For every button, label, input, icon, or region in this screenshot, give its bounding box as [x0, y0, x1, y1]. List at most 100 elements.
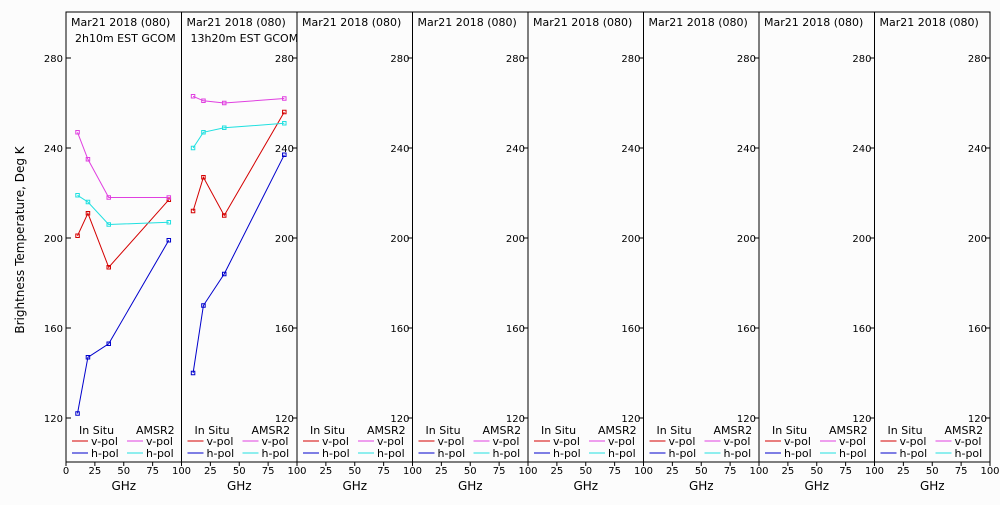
- y-tick-label: 280: [621, 54, 640, 65]
- y-tick-label: 200: [968, 234, 987, 245]
- x-tick-label: 25: [320, 466, 333, 477]
- legend-in-situ-h-pol-label: h-pol: [207, 447, 235, 460]
- legend-amsr2-v-pol-label: v-pol: [724, 435, 751, 448]
- x-tick-label: 50: [117, 466, 130, 477]
- x-tick-label: 100: [634, 466, 653, 477]
- x-tick-label: 50: [579, 466, 592, 477]
- legend-amsr2-header: AMSR2: [136, 424, 175, 437]
- y-tick-label: 280: [506, 54, 525, 65]
- data-point-insitu_v: [201, 175, 206, 180]
- x-tick-label: 75: [493, 466, 506, 477]
- data-point-amsr2_v: [166, 195, 172, 200]
- data-point-insitu_h: [106, 341, 111, 346]
- y-tick-label: 280: [852, 54, 871, 65]
- series-line-insitu_v: [77, 199, 170, 269]
- data-point-amsr2_v: [201, 98, 206, 103]
- data-point-amsr2_h: [166, 220, 172, 225]
- data-point-amsr2_v: [75, 130, 80, 135]
- legend-amsr2-header: AMSR2: [483, 424, 522, 437]
- y-tick-label: 200: [390, 234, 409, 245]
- legend-amsr2-header: AMSR2: [367, 424, 406, 437]
- y-axis-label: Brightness Temperature, Deg K: [13, 145, 27, 333]
- data-point-insitu_v: [75, 233, 80, 238]
- legend-amsr2-h-pol-label: h-pol: [262, 447, 290, 460]
- y-tick-label: 160: [44, 324, 63, 335]
- y-tick-label: 200: [506, 234, 525, 245]
- legend-amsr2-h-pol-label: h-pol: [608, 447, 636, 460]
- y-tick-label: 280: [275, 54, 294, 65]
- panel-title: Mar21 2018 (080): [764, 16, 863, 29]
- series-line-amsr2_v: [77, 132, 169, 198]
- legend-in-situ-h-pol-label: h-pol: [784, 447, 812, 460]
- legend-in-situ-h-pol-label: h-pol: [438, 447, 466, 460]
- x-tick-label: 50: [810, 466, 823, 477]
- x-tick-label: 25: [782, 466, 795, 477]
- y-tick-label: 240: [621, 144, 640, 155]
- legend-amsr2-h-pol-label: h-pol: [146, 447, 174, 460]
- legend-in-situ-v-pol-label: v-pol: [784, 435, 811, 448]
- panel-title: Mar21 2018 (080): [71, 16, 170, 29]
- x-axis-label: GHz: [111, 479, 136, 493]
- legend-amsr2-v-pol-label: v-pol: [955, 435, 982, 448]
- series-line-insitu_h: [77, 240, 170, 414]
- data-point-insitu_h: [221, 271, 227, 277]
- data-point-insitu_v: [282, 109, 287, 115]
- legend-in-situ-v-pol-label: v-pol: [669, 435, 696, 448]
- data-point-insitu_h: [190, 370, 196, 376]
- data-point-amsr2_v: [190, 94, 196, 99]
- legend-amsr2-v-pol-label: v-pol: [262, 435, 289, 448]
- chart-panel-3: Mar21 2018 (080) 120 160 200 240 280 25 50 75 100…: [296, 11, 422, 493]
- x-axis-label: GHz: [920, 479, 945, 493]
- chart-panel-6: Mar21 2018 (080) 120 160 200 240 280 25 50 75 100…: [643, 11, 769, 493]
- x-tick-label: 25: [204, 466, 217, 477]
- data-point-insitu_h: [85, 355, 91, 360]
- data-point-insitu_v: [221, 213, 227, 218]
- x-axis-label: GHz: [227, 479, 252, 493]
- y-tick-label: 160: [621, 324, 640, 335]
- y-tick-label: 200: [275, 234, 294, 245]
- y-tick-label: 200: [44, 234, 63, 245]
- panel-subtitle: 13h20m EST GCOM: [191, 32, 299, 45]
- y-tick-label: 240: [968, 144, 987, 155]
- legend-amsr2-h-pol-label: h-pol: [839, 447, 867, 460]
- chart-panel-1: Mar21 2018 (080) 2h10m EST GCOM 120 160 200 2…: [44, 11, 191, 493]
- legend-in-situ-v-pol-label: v-pol: [91, 435, 118, 448]
- x-axis-label: GHz: [573, 479, 598, 493]
- x-tick-label: 50: [695, 466, 708, 477]
- data-point-insitu_v: [190, 208, 196, 214]
- x-tick-label: 75: [955, 466, 968, 477]
- data-point-amsr2_h: [190, 145, 196, 151]
- legend-amsr2-header: AMSR2: [598, 424, 637, 437]
- legend-in-situ-h-pol-label: h-pol: [322, 447, 350, 460]
- series-line-amsr2_h: [77, 194, 169, 226]
- panel-title: Mar21 2018 (080): [302, 16, 401, 29]
- legend-amsr2-header: AMSR2: [714, 424, 753, 437]
- chart-panel-7: Mar21 2018 (080) 120 160 200 240 280 25 50 75 100…: [758, 11, 884, 493]
- legend-amsr2-h-pol-label: h-pol: [493, 447, 521, 460]
- x-tick-label: 100: [749, 466, 768, 477]
- legend-in-situ-header: In Situ: [79, 424, 114, 437]
- data-point-insitu_h: [75, 411, 80, 416]
- x-tick-label: 25: [435, 466, 448, 477]
- y-tick-label: 240: [852, 144, 871, 155]
- legend-in-situ-v-pol-label: v-pol: [207, 435, 234, 448]
- y-tick-label: 120: [621, 414, 640, 425]
- y-tick-label: 120: [506, 414, 525, 425]
- x-tick-label: 25: [551, 466, 564, 477]
- chart-panel-8: Mar21 2018 (080) 120 160 200 240 280 25 50 75 100…: [874, 11, 1000, 493]
- x-axis-label: GHz: [689, 479, 714, 493]
- y-tick-label: 240: [390, 144, 409, 155]
- x-tick-label: 75: [608, 466, 621, 477]
- data-point-amsr2_v: [85, 157, 91, 162]
- y-tick-label: 200: [737, 234, 756, 245]
- y-tick-label: 280: [390, 54, 409, 65]
- data-point-amsr2_h: [282, 121, 287, 126]
- panel-title: Mar21 2018 (080): [187, 16, 286, 29]
- data-point-insitu_v: [85, 211, 91, 216]
- legend-in-situ-h-pol-label: h-pol: [553, 447, 581, 460]
